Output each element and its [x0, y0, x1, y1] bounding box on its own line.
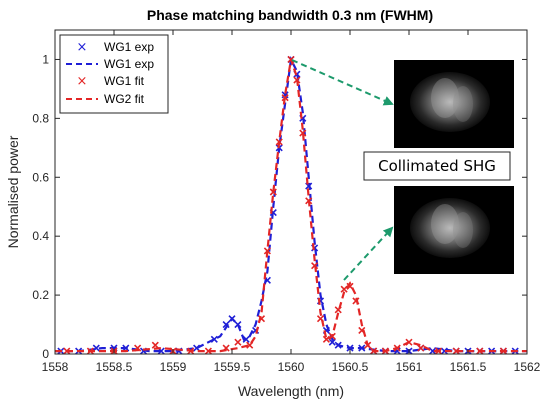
legend-label-wg1-exp: WG1 exp — [104, 40, 154, 54]
series-line — [55, 59, 527, 353]
legend-label-wg1-fit: WG1 fit — [104, 74, 145, 88]
chart-title: Phase matching bandwidth 0.3 nm (FWHM) — [147, 7, 433, 23]
annotation-box: Collimated SHG — [363, 151, 511, 181]
x-tick-label: 1562 — [514, 360, 540, 374]
data-point — [299, 129, 307, 137]
shg-image-top — [394, 60, 514, 148]
legend-entry-wg2-fit: WG2 fit — [66, 92, 145, 106]
x-tick-label: 1561 — [396, 360, 423, 374]
x-tick-label: 1559 — [160, 360, 187, 374]
legend-entry-wg1-exp-dashed: WG1 exp — [66, 57, 154, 71]
data-point — [234, 338, 242, 346]
x-tick-label: 1558.5 — [96, 360, 133, 374]
y-tick-label: 0 — [42, 347, 49, 361]
legend-marker-wg1-exp: × — [77, 40, 88, 55]
data-point — [222, 320, 230, 329]
y-tick-label: 0.4 — [32, 229, 49, 243]
data-point — [204, 347, 212, 355]
y-tick-label: 1 — [42, 52, 49, 66]
data-point — [151, 341, 159, 349]
data-point — [269, 188, 277, 196]
plot-frame — [54, 29, 528, 355]
data-point — [417, 344, 425, 352]
legend-entry-wg1-fit: × WG1 fit — [77, 74, 145, 89]
annotation-arrow-bottom — [343, 226, 394, 281]
legend-label-wg2-fit: WG2 fit — [104, 92, 145, 106]
x-tick-label: 1558 — [42, 360, 69, 374]
x-tick-label: 1560 — [278, 360, 305, 374]
y-axis-label: Normalised power — [5, 135, 21, 248]
y-tick-label: 0.8 — [32, 111, 49, 125]
legend: × WG1 exp WG1 exp × WG1 fit WG2 fit — [59, 34, 169, 114]
y-tick-label: 0.2 — [32, 288, 49, 302]
y-tick-label: 0.6 — [32, 170, 49, 184]
series-3 — [55, 59, 527, 353]
x-tick-label: 1559.5 — [214, 360, 251, 374]
legend-entry-wg1-exp-markers: × WG1 exp — [77, 40, 155, 55]
annotation-arrow-top — [291, 59, 394, 106]
annotation-label: Collimated SHG — [378, 157, 496, 175]
x-tick-label: 1561.5 — [450, 360, 487, 374]
legend-marker-wg1-fit: × — [77, 74, 88, 89]
x-axis-label: Wavelength (nm) — [238, 383, 344, 399]
x-tick-label: 1560.5 — [332, 360, 369, 374]
legend-label-wg1-exp-2: WG1 exp — [104, 57, 154, 71]
shg-image-bottom — [394, 186, 514, 274]
